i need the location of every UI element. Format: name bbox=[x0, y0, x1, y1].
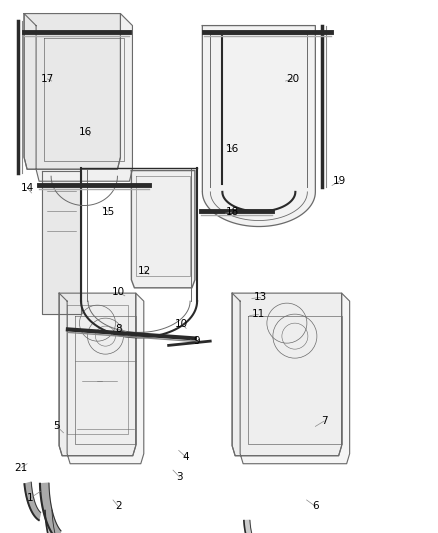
Text: 10: 10 bbox=[175, 319, 188, 329]
Polygon shape bbox=[244, 520, 271, 533]
Text: 21: 21 bbox=[14, 463, 28, 473]
Text: 11: 11 bbox=[252, 310, 265, 319]
Text: 18: 18 bbox=[226, 207, 239, 217]
Text: 3: 3 bbox=[176, 472, 183, 482]
Text: 13: 13 bbox=[254, 293, 267, 302]
Text: 16: 16 bbox=[79, 127, 92, 137]
Text: 12: 12 bbox=[138, 266, 151, 276]
Polygon shape bbox=[24, 13, 120, 169]
Text: 5: 5 bbox=[53, 422, 60, 431]
Polygon shape bbox=[202, 26, 315, 227]
Text: 14: 14 bbox=[21, 183, 34, 192]
Polygon shape bbox=[40, 483, 61, 533]
Text: 1: 1 bbox=[26, 494, 33, 503]
Text: 8: 8 bbox=[115, 325, 122, 334]
Polygon shape bbox=[45, 510, 78, 533]
Text: 2: 2 bbox=[115, 502, 122, 511]
Polygon shape bbox=[24, 13, 132, 181]
Polygon shape bbox=[25, 482, 41, 520]
Polygon shape bbox=[232, 293, 342, 456]
Polygon shape bbox=[131, 171, 195, 288]
Text: 17: 17 bbox=[41, 74, 54, 84]
Text: 7: 7 bbox=[321, 416, 328, 426]
Text: 15: 15 bbox=[102, 207, 115, 217]
Polygon shape bbox=[232, 293, 350, 464]
Polygon shape bbox=[59, 293, 144, 464]
Text: 10: 10 bbox=[112, 287, 125, 297]
Polygon shape bbox=[42, 171, 81, 314]
Text: 6: 6 bbox=[312, 502, 319, 511]
Text: 16: 16 bbox=[226, 144, 239, 154]
Text: 9: 9 bbox=[194, 336, 201, 346]
Text: 4: 4 bbox=[183, 453, 190, 462]
Text: 20: 20 bbox=[286, 74, 299, 84]
Text: 19: 19 bbox=[333, 176, 346, 186]
Polygon shape bbox=[59, 293, 136, 456]
